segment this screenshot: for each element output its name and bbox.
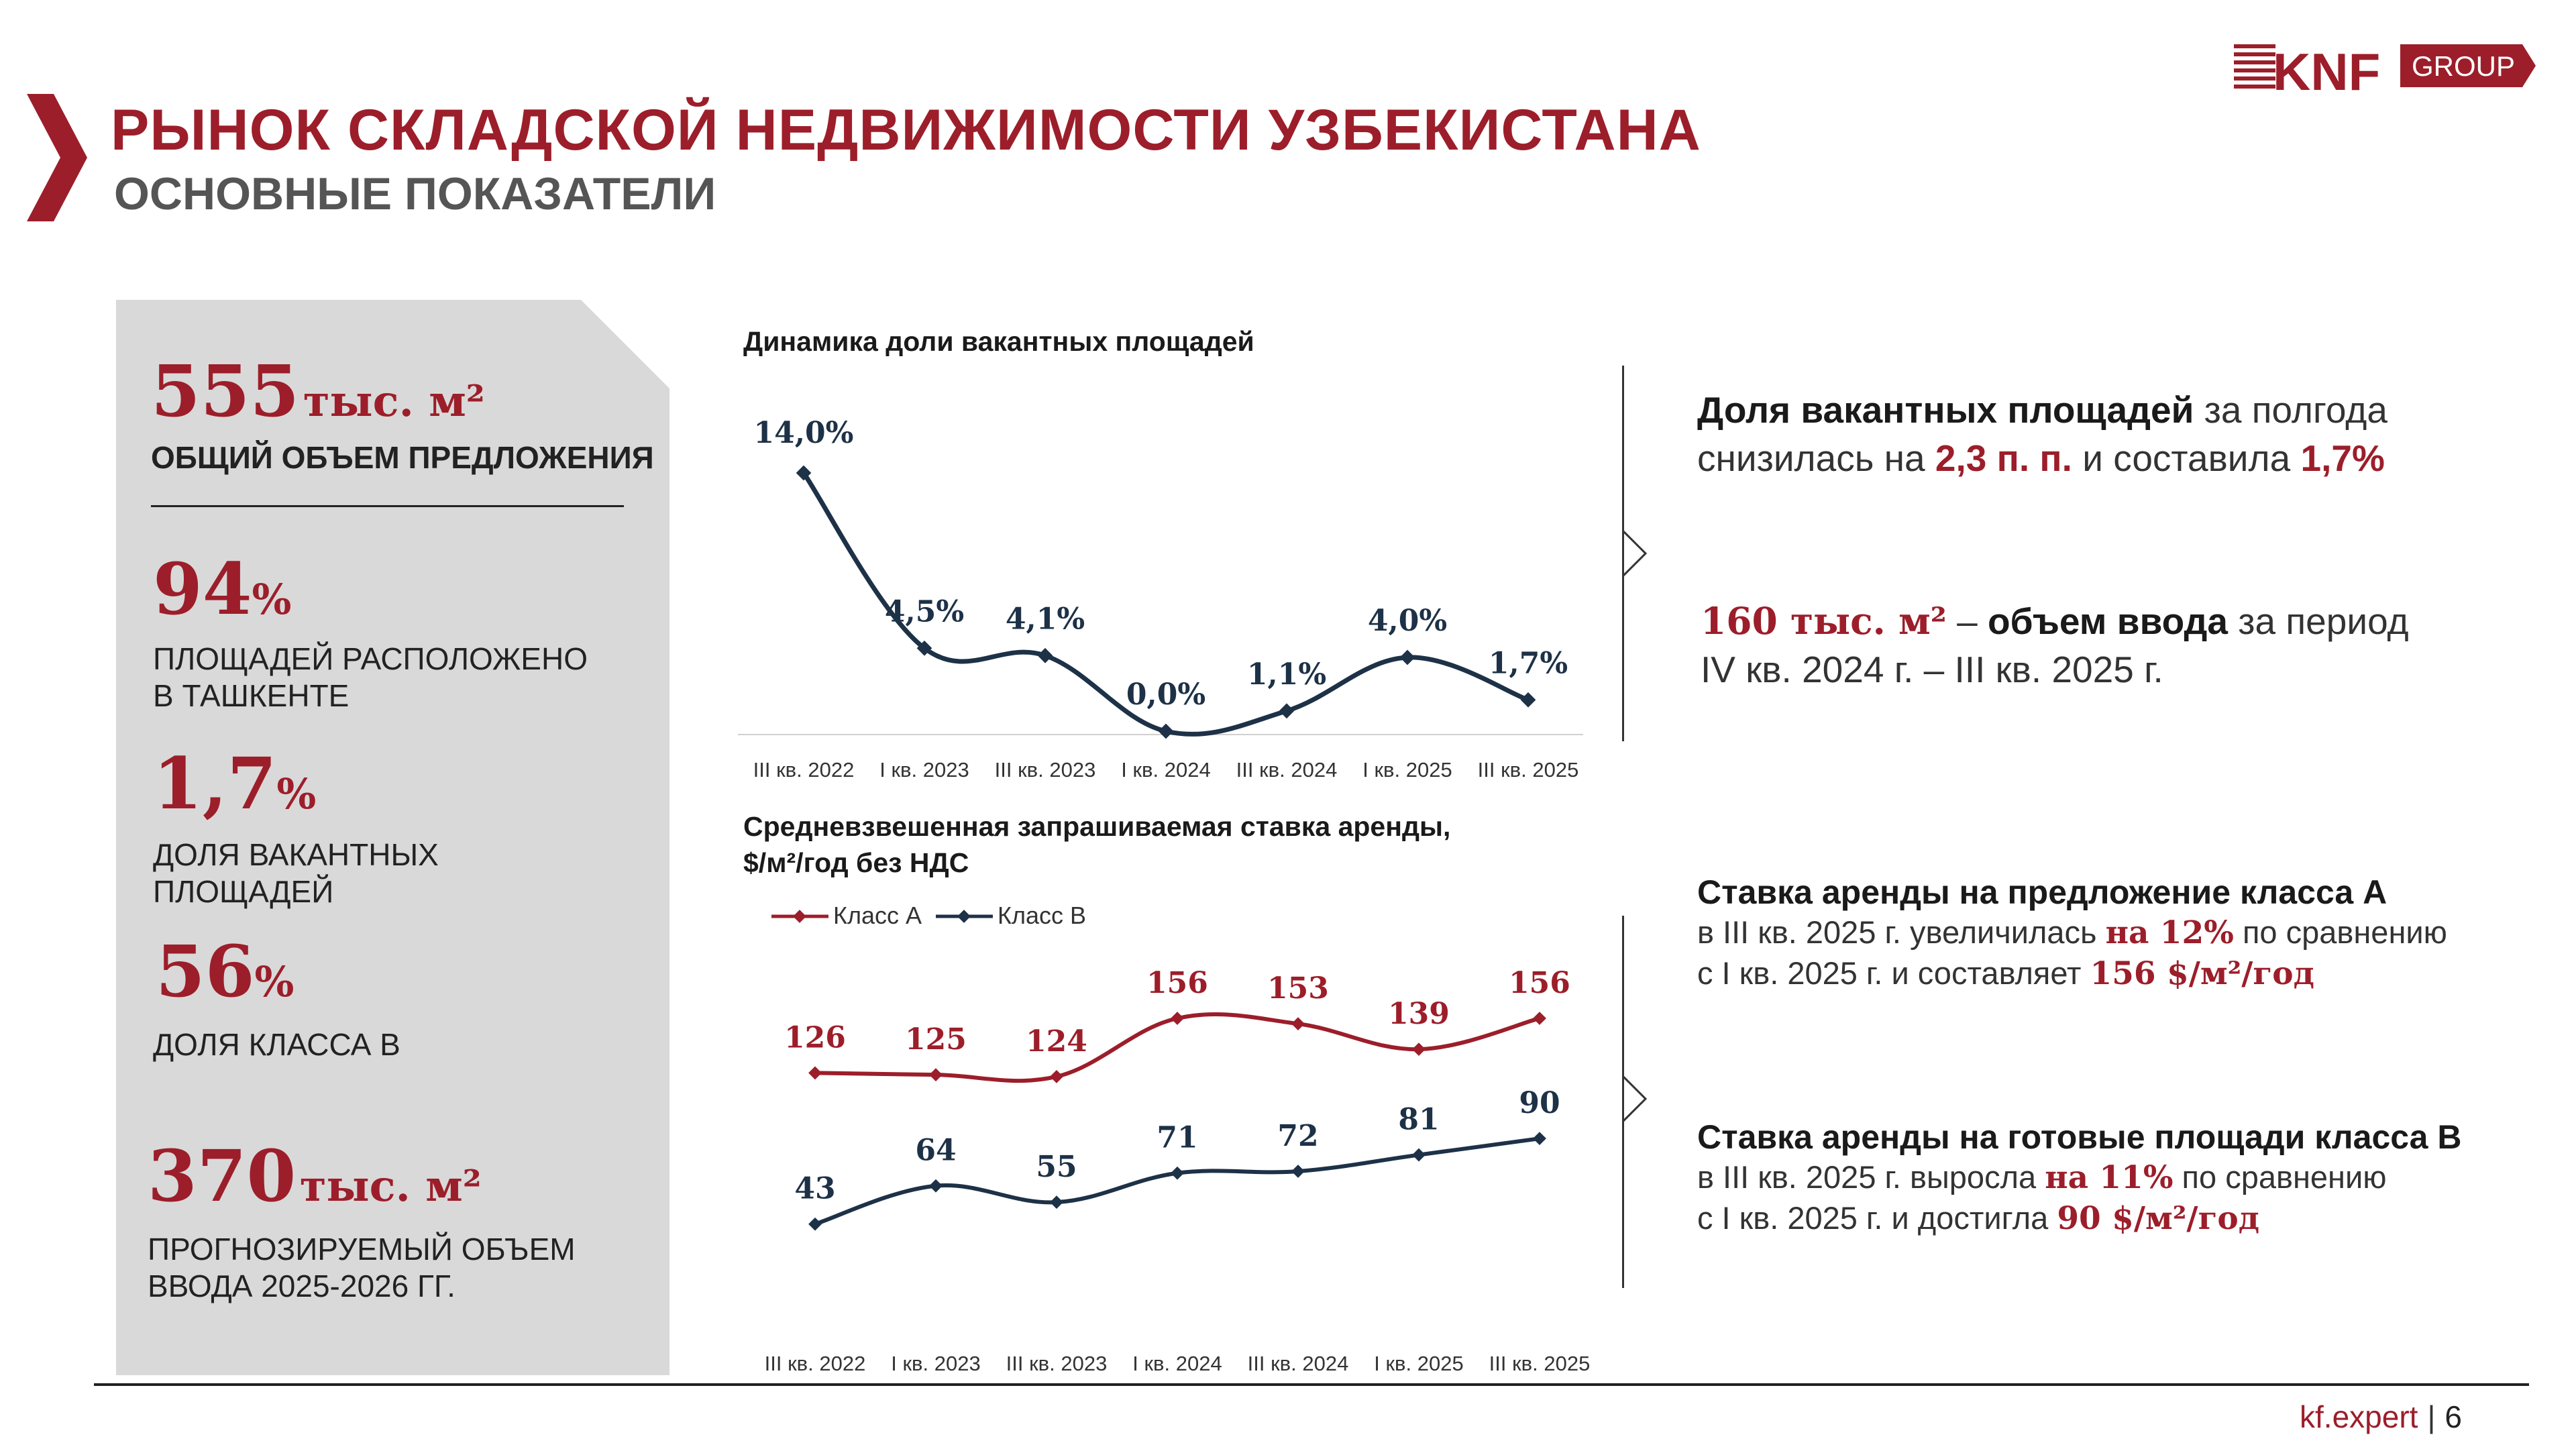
- class-b-data-label: 55: [1036, 1150, 1077, 1184]
- class-a-data-label: 156: [1146, 966, 1208, 1000]
- completion-summary: 160 тыс. м² – объем ввода за период IV к…: [1701, 599, 2409, 690]
- bracket-arrow-icon: [1622, 1075, 1648, 1122]
- logo-group-text: GROUP: [2412, 50, 2515, 82]
- kpi-forecast-label: ПРОГНОЗИРУЕМЫЙ ОБЪЕМ ВВОДА 2025-2026 ГГ.: [148, 1232, 576, 1303]
- kpi-panel: [116, 300, 669, 1375]
- vacancy-data-label: 0,0%: [1126, 678, 1205, 712]
- vacancy-data-label: 14,0%: [754, 416, 854, 450]
- kpi-vacancy-label: ДОЛЯ ВАКАНТНЫХ ПЛОЩАДЕЙ: [153, 837, 439, 909]
- vacancy-point: [916, 640, 932, 656]
- class-b-data-label: 81: [1398, 1103, 1439, 1137]
- bracket-line-bottom: [1622, 916, 1624, 1288]
- kpi-total-supply-label: ОБЩИЙ ОБЪЕМ ПРЕДЛОЖЕНИЯ: [151, 440, 654, 475]
- class-a-data-label: 139: [1388, 997, 1450, 1031]
- class-a-point: [1171, 1012, 1184, 1025]
- bracket-arrow-icon: [1622, 530, 1648, 577]
- class-a-data-label: 153: [1267, 971, 1329, 1006]
- vacancy-data-label: 4,0%: [1368, 604, 1447, 638]
- class-b-data-label: 64: [915, 1134, 956, 1168]
- vacancy-x-tick: I кв. 2024: [1121, 758, 1210, 782]
- footer-site-link[interactable]: kf.expert: [2300, 1399, 2418, 1434]
- vacancy-point: [1279, 703, 1295, 719]
- footer-divider: [94, 1383, 2529, 1386]
- legend-class-a: Класс А: [833, 902, 922, 929]
- class-a-point: [1291, 1017, 1305, 1031]
- class-a-point: [929, 1068, 943, 1082]
- page-title: РЫНОК СКЛАДСКОЙ НЕДВИЖИМОСТИ УЗБЕКИСТАНА: [111, 98, 1701, 162]
- class-a-data-label: 125: [905, 1022, 967, 1057]
- class-b-point: [1533, 1132, 1546, 1146]
- rent-x-tick: I кв. 2025: [1374, 1352, 1463, 1375]
- class-b-point: [1291, 1165, 1305, 1178]
- kf-group-logo: KNF GROUP: [2234, 42, 2536, 99]
- class-b-data-label: 43: [794, 1172, 835, 1206]
- vacancy-data-label: 1,1%: [1247, 657, 1326, 692]
- class-a-point: [1050, 1069, 1063, 1083]
- vacancy-point: [1158, 723, 1174, 739]
- class-b-rent-summary: Ставка аренды на готовые площади класса …: [1697, 1118, 2462, 1237]
- vacancy-data-label: 4,1%: [1006, 602, 1085, 636]
- legend-class-b: Класс В: [998, 902, 1086, 929]
- kpi-vacancy-value: 1,7%: [153, 741, 317, 825]
- vacancy-point: [1520, 692, 1536, 708]
- class-a-point: [808, 1066, 822, 1080]
- vacancy-chart: 14,0% 4,5% 4,1% 0,0% 1,1% 4,0% 1,7% III кв. 20…: [738, 416, 1583, 782]
- class-a-data-label: 124: [1026, 1024, 1087, 1059]
- vacancy-x-tick: I кв. 2023: [879, 758, 969, 782]
- vacancy-point: [1037, 647, 1053, 663]
- vacancy-point: [1399, 649, 1415, 665]
- vacancy-x-tick: III кв. 2023: [995, 758, 1096, 782]
- vacancy-x-tick: III кв. 2025: [1478, 758, 1579, 782]
- class-b-data-label: 72: [1277, 1119, 1318, 1153]
- vacancy-chart-title: Динамика доли вакантных площадей: [743, 326, 1254, 357]
- rent-x-tick: III кв. 2022: [765, 1352, 866, 1375]
- kpi-tashkent-label: ПЛОЩАДЕЙ РАСПОЛОЖЕНО В ТАШКЕНТЕ: [153, 641, 588, 713]
- vacancy-data-label: 1,7%: [1489, 646, 1568, 680]
- rent-x-tick: III кв. 2025: [1489, 1352, 1591, 1375]
- rent-x-tick: III кв. 2024: [1248, 1352, 1349, 1375]
- bracket-line-top: [1622, 366, 1624, 741]
- kpi-total-supply-value: 555 тыс. м²: [151, 349, 485, 433]
- chevron-icon: [27, 94, 87, 221]
- class-b-point: [1412, 1148, 1426, 1162]
- vacancy-x-tick: III кв. 2022: [753, 758, 855, 782]
- class-b-data-label: 71: [1157, 1121, 1197, 1155]
- logo-mark: KNF: [2234, 42, 2380, 99]
- svg-text:KNF: KNF: [2273, 42, 2380, 99]
- footer: kf.expert | 6: [2300, 1399, 2462, 1434]
- class-a-data-label: 156: [1509, 966, 1570, 1000]
- kpi-class-b-label: ДОЛЯ КЛАССА В: [153, 1027, 400, 1062]
- class-a-data-label: 126: [784, 1020, 846, 1055]
- kpi-forecast-value: 370 тыс. м²: [148, 1134, 482, 1218]
- vacancy-x-tick: I кв. 2025: [1362, 758, 1452, 782]
- class-b-data-label: 90: [1519, 1086, 1560, 1120]
- kpi-tashkent-value: 94%: [153, 547, 292, 631]
- class-a-rent-summary: Ставка аренды на предложение класса А в …: [1697, 873, 2447, 992]
- class-b-point: [808, 1217, 822, 1231]
- page-subtitle: ОСНОВНЫЕ ПОКАЗАТЕЛИ: [114, 168, 716, 219]
- rent-chart: Класс А Класс В 126 125 124 156 153 139 156 43 6…: [765, 902, 1591, 1375]
- class-b-point: [929, 1179, 943, 1193]
- rent-chart-legend: Класс А Класс В: [771, 902, 1086, 929]
- vacancy-data-label: 4,5%: [885, 594, 964, 629]
- rent-x-tick: III кв. 2023: [1006, 1352, 1108, 1375]
- class-b-point: [1171, 1166, 1184, 1180]
- class-a-point: [1412, 1042, 1426, 1057]
- rent-x-tick: I кв. 2024: [1132, 1352, 1222, 1375]
- kpi-class-b-value: 56%: [156, 929, 294, 1013]
- class-b-point: [1050, 1195, 1063, 1210]
- kpi-divider: [151, 505, 624, 507]
- vacancy-summary: Доля вакантных площадей за полгода снизи…: [1697, 389, 2387, 479]
- rent-chart-title: Средневзвешенная запрашиваемая ставка ар…: [743, 811, 1451, 878]
- vacancy-x-tick: III кв. 2024: [1236, 758, 1338, 782]
- rent-x-tick: I кв. 2023: [891, 1352, 980, 1375]
- class-a-point: [1533, 1012, 1546, 1025]
- page-number: 6: [2445, 1399, 2462, 1434]
